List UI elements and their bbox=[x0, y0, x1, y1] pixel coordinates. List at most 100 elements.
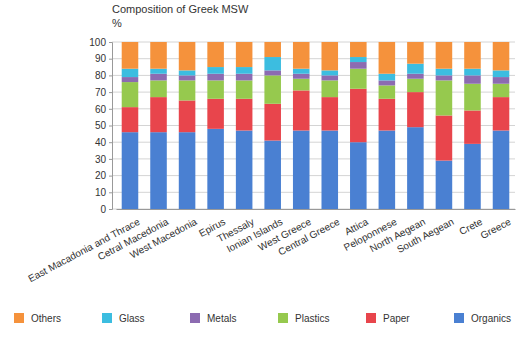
bar-segment bbox=[264, 141, 281, 209]
bar-segment bbox=[293, 90, 310, 130]
bar-segment bbox=[236, 67, 253, 74]
tick-label: 90 bbox=[95, 53, 107, 64]
legend-swatch bbox=[454, 313, 464, 323]
tick: 90 bbox=[95, 53, 112, 64]
tick: 20 bbox=[95, 170, 112, 181]
bar-segment bbox=[179, 100, 196, 132]
tick-label: 80 bbox=[95, 70, 107, 81]
grid-line bbox=[112, 58, 515, 59]
bar-segment bbox=[407, 42, 424, 64]
bar-segment bbox=[236, 80, 253, 98]
bar-segment bbox=[350, 69, 367, 89]
grid-line bbox=[112, 142, 515, 143]
tick-mark bbox=[109, 209, 112, 210]
tick: 80 bbox=[95, 70, 112, 81]
series bbox=[122, 42, 510, 74]
legend-swatch bbox=[366, 313, 376, 323]
legend-label: Organics bbox=[471, 313, 511, 324]
tick: 60 bbox=[95, 104, 112, 115]
tick-mark bbox=[109, 176, 112, 177]
bar-segment bbox=[379, 131, 396, 209]
bar-segment bbox=[207, 42, 224, 67]
bar-segment bbox=[293, 69, 310, 74]
bar-segment bbox=[293, 131, 310, 209]
axis-line bbox=[117, 209, 516, 210]
bar-segment bbox=[493, 77, 510, 84]
bar-segment bbox=[436, 161, 453, 209]
bar-segment bbox=[407, 64, 424, 74]
bar-segment bbox=[493, 97, 510, 130]
bar-segment bbox=[464, 42, 481, 69]
bar-segment bbox=[350, 57, 367, 62]
bar-segment bbox=[464, 84, 481, 111]
tick-label: 10 bbox=[95, 187, 107, 198]
bar-segment bbox=[464, 110, 481, 143]
legend-swatch bbox=[278, 313, 288, 323]
bar-segment bbox=[207, 99, 224, 129]
bar-segment bbox=[122, 77, 139, 82]
legend-item: Paper bbox=[366, 313, 410, 324]
tick-label: 0 bbox=[100, 204, 106, 215]
tick-label: West Macedonia bbox=[128, 216, 199, 261]
bars bbox=[122, 42, 510, 209]
bar-segment bbox=[293, 42, 310, 69]
legend-label: Plastics bbox=[295, 313, 329, 324]
bar-segment bbox=[179, 70, 196, 75]
tick-label: 20 bbox=[95, 170, 107, 181]
bar-segment bbox=[436, 42, 453, 69]
bar-segment bbox=[321, 75, 338, 80]
tick: 40 bbox=[95, 137, 112, 148]
bar-segment bbox=[150, 132, 167, 209]
bar-segment bbox=[122, 42, 139, 69]
grid-line bbox=[112, 125, 515, 126]
bar-segment bbox=[122, 107, 139, 132]
bar-segment bbox=[407, 92, 424, 127]
bar-segment bbox=[436, 75, 453, 80]
tick: 0 bbox=[100, 204, 112, 215]
tick: Central Greece bbox=[276, 216, 341, 258]
grid-line bbox=[112, 42, 515, 43]
legend-item: Glass bbox=[102, 313, 145, 324]
bar-segment bbox=[264, 70, 281, 75]
bar-segment bbox=[379, 85, 396, 98]
tick-mark bbox=[109, 126, 112, 127]
legend-item: Organics bbox=[454, 313, 511, 324]
bar-segment bbox=[207, 129, 224, 209]
bar-segment bbox=[321, 97, 338, 130]
grid-line bbox=[112, 108, 515, 109]
bar-segment bbox=[321, 80, 338, 97]
bar-segment bbox=[407, 74, 424, 79]
bar-segment bbox=[379, 80, 396, 85]
grid-line bbox=[112, 175, 515, 176]
legend-label: Glass bbox=[119, 313, 145, 324]
tick: 70 bbox=[95, 87, 112, 98]
tick-mark bbox=[109, 59, 112, 60]
title: Composition of Greek MSW bbox=[112, 3, 249, 15]
bar-segment bbox=[264, 104, 281, 141]
bar-segment bbox=[493, 70, 510, 77]
bar-segment bbox=[407, 127, 424, 209]
bar-segment bbox=[350, 42, 367, 57]
grid bbox=[112, 42, 515, 209]
bar-segment bbox=[150, 69, 167, 74]
tick: East Macadonia and Thrace bbox=[26, 216, 142, 285]
bar-segment bbox=[236, 74, 253, 81]
bar-segment bbox=[379, 74, 396, 81]
bar-segment bbox=[207, 74, 224, 81]
bar-segment bbox=[122, 69, 139, 77]
legend-label: Metals bbox=[207, 313, 236, 324]
grid-line bbox=[112, 192, 515, 193]
bar-segment bbox=[436, 69, 453, 76]
tick: 100 bbox=[89, 37, 112, 48]
bar-segment bbox=[436, 80, 453, 115]
legend-item: Metals bbox=[190, 313, 236, 324]
tick: West Macedonia bbox=[128, 216, 199, 261]
bar-segment bbox=[293, 74, 310, 79]
bar-segment bbox=[236, 99, 253, 131]
bar-segment bbox=[350, 62, 367, 69]
tick-label: 30 bbox=[95, 154, 107, 165]
bar-segment bbox=[293, 79, 310, 91]
bar-segment bbox=[264, 42, 281, 57]
series bbox=[122, 69, 510, 116]
grid-line bbox=[112, 158, 515, 159]
